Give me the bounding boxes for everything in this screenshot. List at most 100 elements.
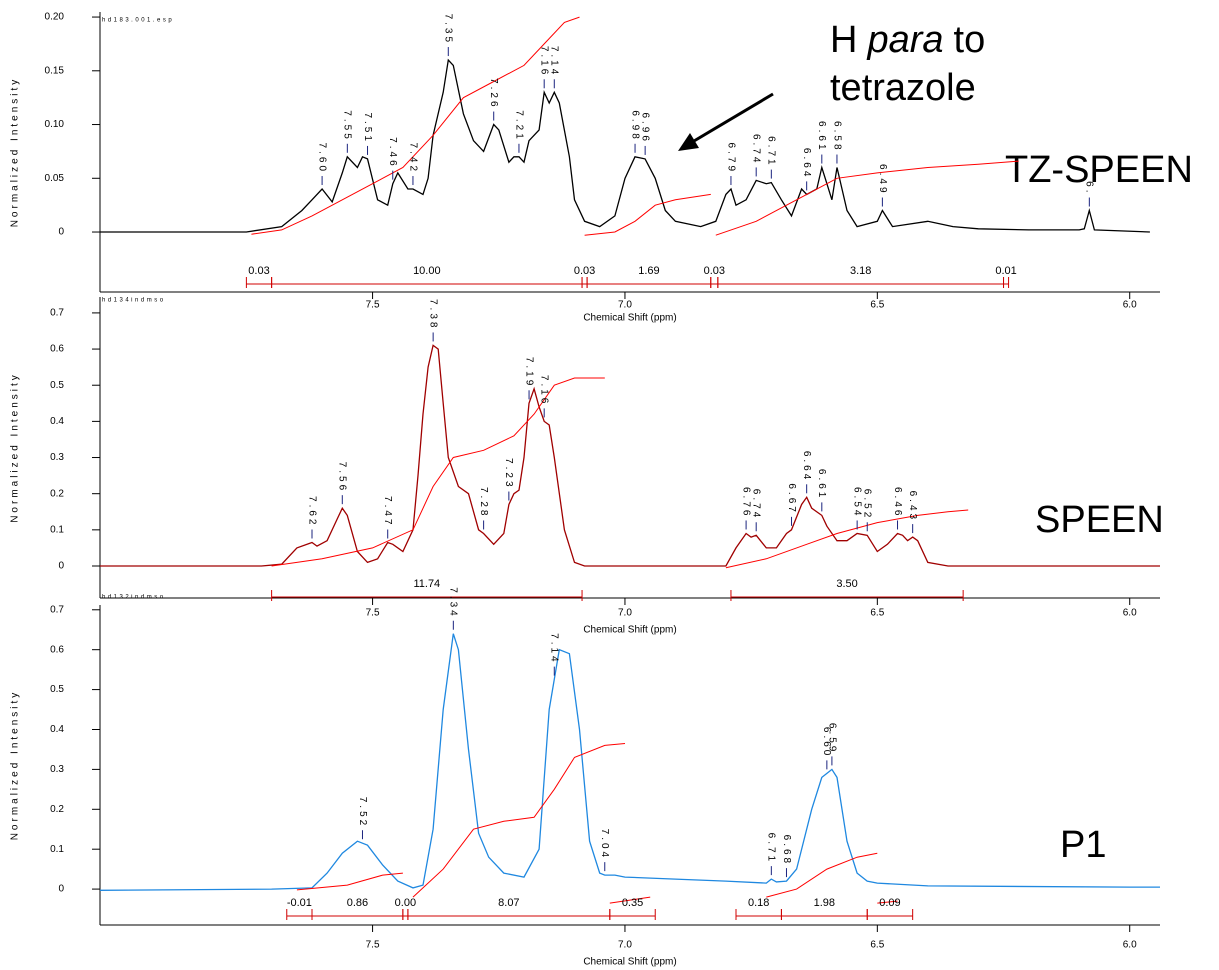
peak-label: 7.26 (488, 78, 499, 109)
integral-label: 0.01 (995, 265, 1016, 277)
annotation-part: to (954, 19, 986, 61)
peak-label: 6.71 (766, 136, 777, 167)
integral-label: 8.07 (498, 897, 519, 909)
spectrum-line (100, 58, 1150, 233)
y-tick-label: 0.4 (50, 416, 64, 427)
peak-label: 7.21 (513, 110, 524, 141)
peak-label: 7.46 (387, 137, 398, 168)
peak-label: 7.23 (503, 458, 514, 489)
peak-label: 6.67 (786, 483, 797, 514)
spectrum-line (99, 633, 1160, 891)
spectrum-line (100, 344, 1160, 567)
y-axis-label: Normalized Intensity (10, 372, 21, 523)
peak-label: 6.52 (862, 489, 873, 520)
y-axis-label: Normalized Intensity (10, 690, 21, 841)
integral-label: 1.98 (814, 897, 835, 909)
sample-label: SPEEN (1035, 499, 1164, 541)
x-tick-label: 6.5 (870, 300, 884, 311)
x-tick-label: 6.0 (1123, 300, 1137, 311)
y-axis-label: Normalized Intensity (10, 77, 21, 228)
x-tick-label: 6.0 (1123, 940, 1137, 951)
peak-label: 6. (1084, 181, 1095, 195)
integral-label: 0.03 (574, 265, 595, 277)
peak-label: 7.14 (549, 633, 560, 664)
peak-label: 6.98 (629, 110, 640, 141)
y-tick-label: 0.2 (50, 488, 64, 499)
peak-label: 6.68 (781, 835, 792, 866)
y-tick-label: 0.10 (45, 119, 65, 130)
y-tick-label: 0.1 (50, 844, 64, 855)
integral-label: 0.18 (748, 897, 769, 909)
y-tick-label: 0.1 (50, 524, 64, 535)
peak-label: 6.46 (892, 487, 903, 518)
file-label: hd132indmso (102, 595, 166, 601)
peak-label: 7.16 (539, 46, 550, 77)
peak-label: 6.79 (725, 143, 736, 174)
x-tick-label: 7.5 (366, 300, 380, 311)
peak-label: 6.76 (740, 487, 751, 518)
x-tick-label: 6.5 (870, 940, 884, 951)
y-tick-label: 0 (58, 884, 64, 895)
peak-label: 6.74 (751, 134, 762, 165)
y-tick-label: 0.6 (50, 644, 64, 655)
peak-label: 6.59 (826, 723, 837, 754)
spectrum-line (271, 377, 969, 569)
annotation-part: H (830, 19, 857, 61)
integral-label: 3.50 (836, 578, 857, 590)
spectrum-line (251, 16, 1019, 236)
integral-label: 11.74 (413, 578, 440, 590)
peak-label: 6.54 (852, 487, 863, 518)
y-tick-label: 0.15 (45, 65, 65, 76)
peak-label: 7.56 (337, 462, 348, 493)
integral-label: 0.00 (395, 897, 416, 909)
file-label: hd183.001.esp (102, 18, 174, 24)
x-tick-label: 7.0 (618, 300, 632, 311)
y-tick-label: 0.6 (50, 344, 64, 355)
y-tick-label: 0.20 (45, 12, 65, 23)
integral-label: 10.00 (413, 265, 441, 277)
y-tick-label: 0.3 (50, 764, 64, 775)
peak-label: 7.19 (523, 357, 534, 388)
arrow-head (678, 133, 699, 151)
y-tick-label: 0.7 (50, 604, 64, 615)
sample-label: P1 (1060, 824, 1106, 866)
y-tick-label: 0.2 (50, 804, 64, 815)
integral-label: 0.09 (879, 897, 900, 909)
peak-label: 7.55 (342, 110, 353, 141)
x-axis-label: Chemical Shift (ppm) (583, 957, 676, 968)
annotation-part: para (866, 19, 943, 61)
peak-label: 6.74 (751, 489, 762, 520)
annotation-arrow (693, 92, 774, 143)
integral-label: 0.86 (347, 897, 368, 909)
integral-label: 1.69 (638, 265, 659, 277)
peak-label: 7.04 (599, 829, 610, 860)
peak-label: 6.61 (816, 121, 827, 152)
peak-label: 6.64 (801, 148, 812, 179)
y-tick-label: 0.5 (50, 684, 64, 695)
peak-label: 7.47 (382, 496, 393, 527)
peak-label: 7.52 (357, 797, 368, 828)
peak-label: 6.96 (640, 112, 651, 143)
sample-label: TZ-SPEEN (1005, 149, 1193, 191)
peak-label: 6.60 (821, 727, 832, 758)
integral-label: 0.35 (622, 897, 643, 909)
peak-label: 7.16 (539, 375, 550, 406)
y-tick-label: 0 (58, 561, 64, 572)
integral-label: -0.01 (287, 897, 312, 909)
integral-label: 0.03 (704, 265, 725, 277)
spectrum-line (296, 743, 898, 904)
peak-label: 7.28 (478, 487, 489, 518)
peak-label: 7.42 (407, 143, 418, 174)
peak-label: 7.35 (443, 14, 454, 45)
y-tick-label: 0 (58, 227, 64, 238)
y-tick-label: 0.7 (50, 308, 64, 319)
peak-label: 6.61 (816, 469, 827, 500)
annotation: tetrazole (830, 67, 976, 109)
y-tick-label: 0.5 (50, 380, 64, 391)
x-axis-label: Chemical Shift (ppm) (583, 313, 676, 324)
x-tick-label: 6.5 (870, 608, 884, 619)
peak-label: 6.49 (877, 164, 888, 195)
integral-label: 3.18 (850, 265, 871, 277)
peak-label: 7.51 (362, 112, 373, 143)
